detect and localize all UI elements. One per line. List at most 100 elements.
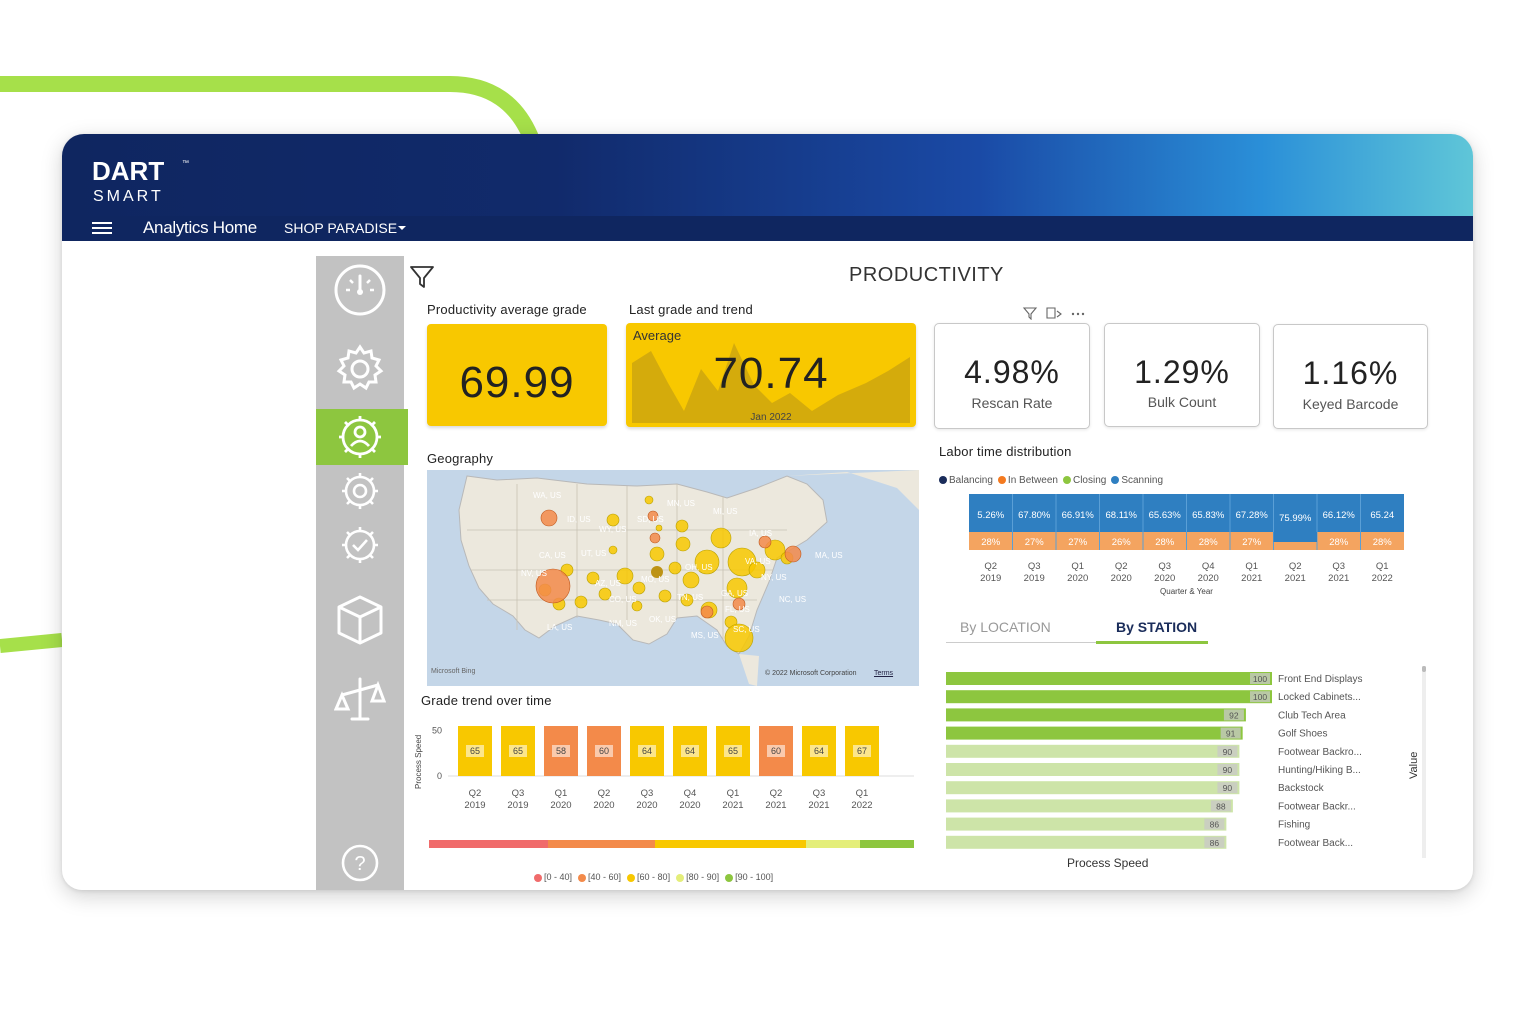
visual-header-icons[interactable] xyxy=(1022,306,1092,320)
data-label-bg xyxy=(552,745,570,757)
grade-band-90-100 xyxy=(860,840,915,848)
data-label-bg xyxy=(681,745,699,757)
x-tick-label: 2020 xyxy=(1154,573,1175,584)
kpi-card-rescan: 4.98% Rescan Rate xyxy=(934,323,1090,429)
box-icon[interactable] xyxy=(316,590,404,650)
station-bar xyxy=(946,726,1243,740)
hamburger-icon[interactable] xyxy=(92,222,114,236)
labor-legend-item[interactable]: Closing xyxy=(1062,475,1107,486)
legend-swatch xyxy=(676,873,685,882)
kpi-value: 4.98% xyxy=(964,354,1060,390)
geography-label: Geography xyxy=(427,451,494,466)
data-label: 90 xyxy=(1223,747,1233,757)
in-between-label: 27% xyxy=(1242,537,1262,548)
data-label: 64 xyxy=(642,746,652,756)
tab-by-location[interactable]: By LOCATION xyxy=(960,619,1051,635)
last-grade-card: Average 70.74 Jan 2022 xyxy=(626,323,916,427)
labor-legend-item[interactable]: In Between xyxy=(997,475,1058,486)
x-tick-label: 2021 xyxy=(722,800,743,811)
svg-text:NC, US: NC, US xyxy=(779,595,806,604)
scrollbar-thumb[interactable] xyxy=(1422,666,1426,672)
data-label: 91 xyxy=(1226,729,1236,739)
svg-text:CA, US: CA, US xyxy=(539,551,566,560)
svg-text:MS, US: MS, US xyxy=(691,631,719,640)
svg-text:SD, US: SD, US xyxy=(637,515,664,524)
data-label-bg xyxy=(767,745,785,757)
legend-text: Closing xyxy=(1072,475,1107,486)
category-label: Front End Displays xyxy=(1278,674,1362,685)
gauge-icon[interactable] xyxy=(316,258,404,322)
tab-by-station[interactable]: By STATION xyxy=(1116,619,1198,635)
nav-bar: Analytics Home SHOP PARADISE xyxy=(62,216,1473,241)
x-tick-label: Q1 xyxy=(1376,561,1389,572)
svg-text:WA, US: WA, US xyxy=(533,491,561,500)
category-label: Footwear Back... xyxy=(1278,838,1353,849)
labor-chart: 5.26%28%Q2201967.80%27%Q3201966.91%27%Q1… xyxy=(969,494,1404,596)
x-tick-label: Q3 xyxy=(813,788,826,799)
help-icon[interactable]: ? xyxy=(316,840,404,886)
in-between-label: 27% xyxy=(1068,537,1088,548)
logo-trademark: ™ xyxy=(182,160,189,167)
dashboard-window: DART ™ SMART Analytics Home SHOP PARADIS… xyxy=(62,134,1473,890)
scale-icon[interactable] xyxy=(316,668,404,728)
chevron-down-icon[interactable] xyxy=(398,226,406,230)
data-label: 60 xyxy=(771,746,781,756)
labor-legend-item[interactable]: Scanning xyxy=(1111,475,1163,486)
legend-item: [40 - 60] xyxy=(578,872,621,882)
x-tick-label: Q3 xyxy=(1028,561,1041,572)
gear-person-icon[interactable] xyxy=(316,409,404,465)
check-gear-icon[interactable] xyxy=(316,522,404,568)
last-grade-period: Jan 2022 xyxy=(750,412,792,423)
station-bar xyxy=(946,744,1240,758)
svg-text:VA, US: VA, US xyxy=(745,557,771,566)
gear-icon[interactable] xyxy=(316,336,404,402)
filter-icon[interactable] xyxy=(409,264,435,290)
x-axis-title: Quarter & Year xyxy=(1160,587,1213,596)
avg-grade-label: Productivity average grade xyxy=(427,302,587,317)
legend-swatch xyxy=(725,873,734,882)
nav-analytics-home[interactable]: Analytics Home xyxy=(143,218,257,237)
svg-text:MO, US: MO, US xyxy=(641,575,669,584)
svg-text:ID, US: ID, US xyxy=(567,515,591,524)
last-grade-value: 70.74 xyxy=(713,349,829,398)
station-bar xyxy=(946,690,1272,704)
x-tick-label: Q1 xyxy=(555,788,568,799)
kpi-label: Rescan Rate xyxy=(971,395,1053,411)
svg-text:FL, US: FL, US xyxy=(725,605,750,614)
x-tick-label: Q4 xyxy=(684,788,697,799)
x-tick-label: Q1 xyxy=(727,788,740,799)
x-tick-label: Q3 xyxy=(512,788,525,799)
store-selector[interactable]: SHOP PARADISE xyxy=(284,220,398,236)
visual-filter-icon xyxy=(1022,307,1038,320)
legend-text: [90 - 100] xyxy=(735,872,774,882)
target-gear-icon[interactable] xyxy=(316,468,404,514)
trend-sparkline xyxy=(632,343,910,423)
scrollbar[interactable] xyxy=(1422,666,1426,858)
data-label-bg xyxy=(810,745,828,757)
data-label-bg xyxy=(1217,745,1238,757)
scanning-label: 66.91% xyxy=(1062,510,1095,521)
geography-map[interactable]: WA, US ID, US WY, US MN, US SD, US MI, US CA… xyxy=(427,470,919,686)
data-label: 65 xyxy=(470,746,480,756)
station-bar xyxy=(946,708,1246,722)
x-tick-label: Q2 xyxy=(469,788,482,799)
grade-band-0-40 xyxy=(429,840,548,848)
scanning-label: 68.11% xyxy=(1105,510,1137,521)
map-terms-link[interactable]: Terms xyxy=(874,670,894,677)
labor-legend-item[interactable]: Balancing xyxy=(939,475,993,486)
last-grade-label: Last grade and trend xyxy=(629,302,753,317)
category-label: Hunting/Hiking B... xyxy=(1278,765,1361,776)
category-label: Club Tech Area xyxy=(1278,710,1346,721)
station-bar xyxy=(946,817,1227,831)
data-label-bg xyxy=(509,745,527,757)
legend-swatch xyxy=(534,873,542,882)
svg-text:WY, US: WY, US xyxy=(599,525,626,534)
x-tick-label: Q2 xyxy=(770,788,783,799)
legend-swatch xyxy=(578,873,587,882)
svg-text:IA, US: IA, US xyxy=(749,529,772,538)
svg-text:MA, US: MA, US xyxy=(815,551,843,560)
svg-text:SC, US: SC, US xyxy=(733,625,760,634)
data-label-bg xyxy=(1217,764,1238,775)
x-tick-label: 2020 xyxy=(679,800,700,811)
